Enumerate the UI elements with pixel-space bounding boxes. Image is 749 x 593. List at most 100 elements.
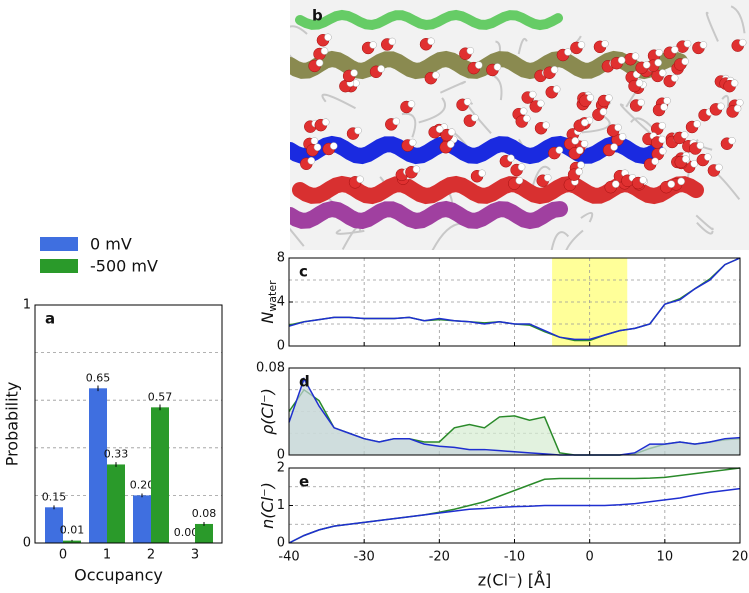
backbone-trace	[696, 221, 714, 235]
x-tick-label: -30	[354, 550, 375, 565]
water-hydrogen	[435, 125, 444, 133]
value-label: 0.20	[130, 478, 155, 491]
value-label: 0.33	[104, 447, 129, 460]
water-hydrogen	[601, 40, 609, 48]
panel-label: a	[45, 310, 55, 328]
water-hydrogen	[571, 137, 579, 145]
water-hydrogen	[717, 102, 725, 111]
backbone-trace	[335, 228, 365, 235]
water-hydrogen	[699, 41, 708, 49]
water-hydrogen	[537, 99, 545, 108]
water-hydrogen	[683, 39, 692, 48]
y-axis-label: ρ(Cl⁻)	[258, 388, 277, 435]
y-tick-label: 8	[277, 251, 285, 266]
axes-frame	[288, 257, 741, 347]
water-hydrogen	[493, 63, 502, 71]
water-hydrogen	[637, 98, 645, 107]
water-hydrogen	[310, 137, 319, 145]
water-hydrogen	[447, 140, 455, 148]
line	[288, 487, 741, 544]
bar	[133, 495, 151, 543]
water-hydrogen	[617, 56, 626, 64]
water-hydrogen	[356, 175, 364, 184]
value-label: 0.08	[192, 507, 217, 520]
water-hydrogen	[658, 69, 667, 77]
y-tick-label: 0	[277, 536, 285, 551]
legend-label: 0 mV	[90, 235, 132, 254]
water-hydrogen	[663, 96, 671, 105]
backbone-trace	[565, 229, 584, 250]
water-hydrogen	[478, 169, 486, 177]
water-hydrogen	[313, 143, 322, 151]
water-hydrogen	[447, 128, 456, 136]
water-hydrogen	[655, 48, 663, 57]
panel-label: d	[299, 373, 310, 391]
water-hydrogen	[320, 47, 329, 55]
molecular-render	[290, 0, 749, 250]
water-hydrogen	[681, 57, 689, 66]
water-hydrogen	[517, 163, 526, 171]
value-label: 0.01	[60, 524, 85, 537]
line	[288, 377, 741, 456]
backbone-trace	[531, 165, 551, 188]
y-axis-label-main: ρ(Cl⁻)	[258, 388, 277, 435]
water-hydrogen	[577, 41, 586, 49]
water-hydrogen	[614, 123, 622, 132]
water-hydrogen	[322, 118, 330, 126]
legend-swatch	[40, 259, 78, 273]
water-hydrogen	[466, 46, 475, 55]
backbone-trace	[695, 214, 714, 231]
y-tick-label: 1	[277, 498, 285, 513]
bar	[107, 464, 125, 543]
water-hydrogen	[369, 41, 377, 49]
water-hydrogen	[680, 131, 689, 139]
axes-frame	[288, 467, 741, 544]
panel-label: c	[299, 263, 308, 281]
water-hydrogen	[639, 176, 647, 184]
water-hydrogen	[392, 117, 401, 126]
x-tick-label: 2	[147, 548, 155, 563]
panel-label: e	[299, 473, 309, 491]
water-hydrogen	[618, 133, 627, 141]
backbone-trace	[341, 225, 362, 250]
water-hydrogen	[528, 90, 537, 99]
backbone-trace	[550, 231, 570, 250]
backbone-trace	[619, 103, 654, 137]
bar	[63, 540, 81, 543]
water-hydrogen	[523, 114, 531, 123]
water-hydrogen	[693, 120, 701, 128]
water-hydrogen	[408, 138, 417, 147]
backbone-trace	[321, 93, 357, 110]
water-hydrogen	[631, 52, 640, 60]
x-tick-label: -10	[504, 550, 525, 565]
water-hydrogen	[324, 33, 332, 41]
y-axis-label: Probability	[3, 382, 22, 467]
water-hydrogen	[307, 157, 316, 165]
water-hydrogen	[612, 180, 620, 188]
legend-swatch	[40, 237, 78, 251]
helix	[295, 9, 563, 31]
value-label: 0.15	[42, 490, 67, 503]
water-hydrogen	[682, 155, 690, 163]
water-hydrogen	[350, 69, 358, 77]
y-tick-label: 2	[277, 461, 285, 476]
value-label: 0.57	[148, 390, 173, 403]
bar	[195, 523, 213, 543]
water-hydrogen	[677, 177, 685, 186]
axes-frame	[34, 304, 223, 544]
x-tick-label: 0	[59, 548, 67, 563]
water-hydrogen	[515, 176, 524, 185]
water-hydrogen	[730, 79, 739, 87]
y-axis-label-sub: water	[266, 280, 279, 312]
water-hydrogen	[577, 161, 585, 169]
water-hydrogen	[553, 85, 561, 93]
backbone-trace	[401, 112, 417, 138]
x-tick-label: -20	[429, 550, 450, 565]
water-hydrogen	[471, 113, 479, 122]
x-tick-label: 1	[103, 548, 111, 563]
water-hydrogen	[670, 74, 679, 82]
water-hydrogen	[407, 100, 416, 108]
water-hydrogen	[519, 107, 528, 115]
panel-label: b	[312, 7, 323, 25]
